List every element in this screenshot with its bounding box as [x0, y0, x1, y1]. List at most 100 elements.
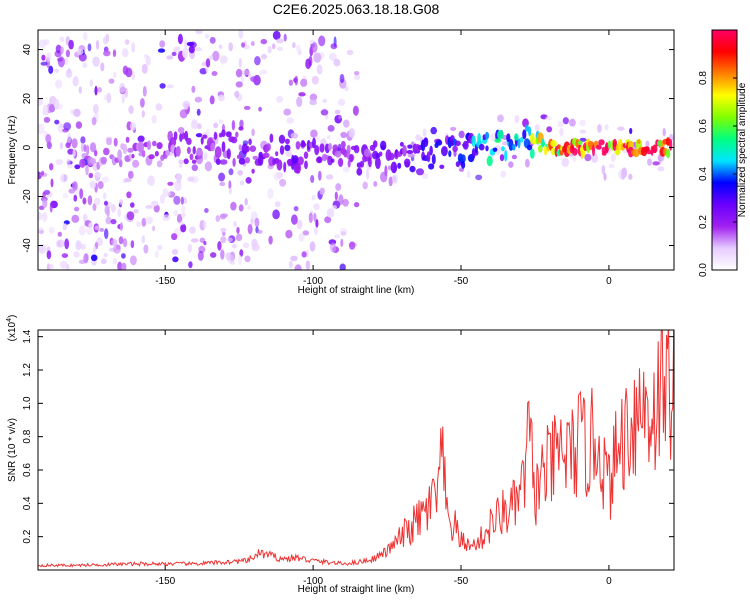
spectrogram-y-label: Frequency (Hz) [7, 116, 18, 185]
heatmap-cell [195, 47, 202, 52]
x-tick-label: -50 [454, 576, 469, 587]
heatmap-cell [187, 176, 195, 182]
heatmap-cell [338, 194, 344, 206]
heatmap-cell [252, 155, 259, 160]
heatmap-cell [173, 46, 181, 53]
heatmap-cell [150, 200, 159, 207]
heatmap-cell [39, 230, 44, 234]
heatmap-cell [145, 55, 151, 66]
heatmap-cell [75, 240, 82, 251]
heatmap-cell [64, 57, 69, 66]
heatmap-cell [368, 157, 372, 168]
heatmap-cell [112, 49, 117, 57]
heatmap-cell [101, 176, 110, 183]
heatmap-cell [159, 83, 166, 89]
heatmap-cell [298, 233, 305, 242]
heatmap-cell [113, 137, 118, 147]
heatmap-cell [256, 229, 263, 234]
heatmap-cell [269, 133, 274, 143]
heatmap-cell [260, 38, 268, 45]
heatmap-cell [65, 49, 70, 58]
heatmap-cell [348, 128, 356, 138]
heatmap-cell [326, 174, 334, 180]
heatmap-cell [346, 144, 351, 155]
heatmap-cell [166, 55, 174, 60]
heatmap-cell [550, 140, 557, 148]
heatmap-cell [577, 140, 583, 145]
heatmap-cell [318, 35, 326, 47]
heatmap-cell [106, 92, 112, 104]
heatmap-cell [131, 70, 135, 81]
heatmap-cell [245, 145, 250, 153]
heatmap-cell [67, 164, 74, 169]
heatmap-cell [110, 219, 117, 225]
heatmap-cell [235, 131, 239, 138]
heatmap-cell [450, 126, 457, 131]
heatmap-cell [562, 117, 569, 125]
x-tick-label: 0 [606, 576, 612, 587]
heatmap-cell [421, 172, 429, 180]
heatmap-cell [48, 263, 54, 270]
heatmap-cell [73, 194, 78, 202]
heatmap-cell [102, 36, 109, 45]
colorbar-tick-label: 0.4 [698, 167, 709, 181]
heatmap-cell [388, 176, 393, 187]
heatmap-cell [290, 132, 299, 139]
heatmap-cell [228, 187, 232, 195]
snr-y-label: SNR (10 * v/v) [7, 418, 18, 482]
heatmap-cell [212, 50, 220, 62]
heatmap-cell [179, 109, 188, 119]
heatmap-cell [404, 158, 411, 167]
heatmap-cell [441, 146, 448, 157]
heatmap-cell [219, 55, 228, 64]
heatmap-cell [490, 133, 497, 142]
heatmap-cell [319, 143, 325, 153]
heatmap-cell [458, 130, 465, 139]
heatmap-cell [226, 237, 233, 243]
heatmap-cell [180, 223, 187, 233]
heatmap-cell [372, 140, 378, 148]
heatmap-cell [91, 116, 97, 126]
heatmap-cell [53, 99, 60, 110]
heatmap-cell [128, 153, 132, 160]
spectrogram-x-label: Height of straight line (km) [298, 285, 415, 296]
heatmap-cell [127, 147, 134, 153]
heatmap-cell [295, 44, 301, 53]
heatmap-cell [90, 254, 98, 262]
heatmap-cell [471, 148, 476, 159]
heatmap-cell [62, 223, 68, 231]
heatmap-cell [173, 131, 178, 141]
heatmap-cell [317, 156, 322, 164]
heatmap-cell [339, 263, 346, 270]
heatmap-cell [313, 212, 317, 222]
heatmap-cell [210, 142, 216, 152]
heatmap-cell [154, 250, 159, 259]
heatmap-cell [261, 53, 267, 60]
heatmap-cell [300, 78, 308, 87]
heatmap-cell [119, 199, 124, 206]
heatmap-cell [238, 157, 246, 165]
heatmap-cell [221, 129, 226, 137]
heatmap-cell [189, 153, 194, 161]
heatmap-cell [105, 216, 112, 225]
heatmap-cell [176, 213, 183, 224]
heatmap-cell [250, 218, 254, 226]
heatmap-cell [196, 108, 201, 116]
x-tick-label: -100 [303, 276, 323, 287]
heatmap-cell [283, 33, 287, 42]
heatmap-cell [148, 154, 155, 160]
heatmap-cell [123, 238, 128, 248]
heatmap-cell [94, 85, 98, 96]
heatmap-cell [228, 42, 233, 52]
heatmap-cell [316, 64, 323, 75]
heatmap-cell [42, 104, 49, 115]
heatmap-cell [133, 209, 139, 214]
heatmap-cell [504, 150, 508, 162]
heatmap-cell [629, 127, 633, 135]
heatmap-cell [146, 140, 152, 150]
heatmap-cell [166, 84, 174, 89]
heatmap-cell [42, 191, 46, 198]
heatmap-cell [191, 85, 196, 93]
heatmap-cell [238, 57, 243, 68]
heatmap-cell [215, 158, 221, 166]
